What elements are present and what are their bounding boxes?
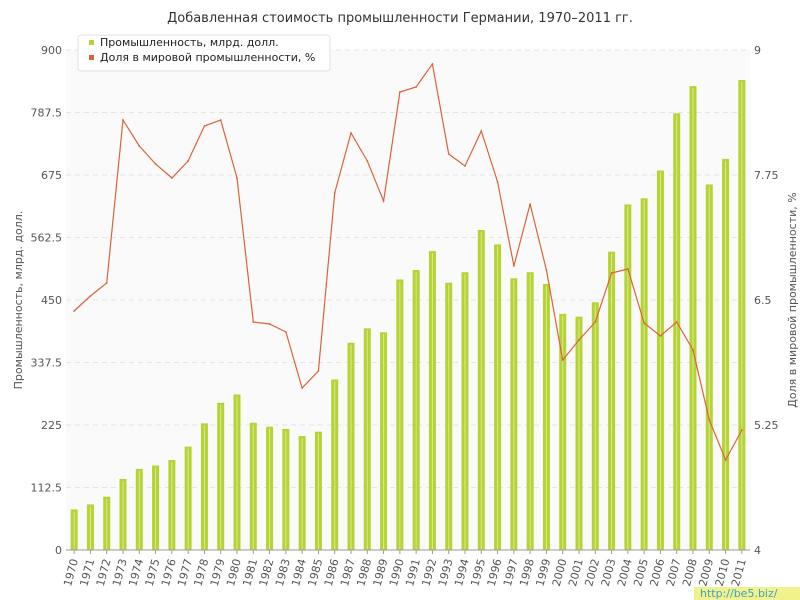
y-left-tick-label: 787.5 <box>31 107 63 120</box>
line-point-1973 <box>122 119 124 121</box>
line-point-1989 <box>382 200 385 202</box>
y-left-tick-label: 675 <box>41 169 62 182</box>
line-point-1997 <box>512 265 515 267</box>
y-right-tick-label: 4 <box>754 544 761 557</box>
y-left-tick-label: 0 <box>55 544 62 557</box>
line-point-2006 <box>659 335 662 337</box>
line-point-1998 <box>529 203 532 205</box>
line-point-1993 <box>447 153 450 155</box>
line-point-1996 <box>496 181 499 183</box>
line-point-1972 <box>105 282 108 284</box>
line-point-1991 <box>415 86 418 88</box>
line-point-1985 <box>317 370 320 372</box>
line-point-1970 <box>73 310 76 312</box>
line-series-world-share <box>73 62 743 462</box>
right-y-axis: 4 5.25 6.5 7.75 9 <box>754 44 779 557</box>
legend[interactable]: Промышленность, млрд. долл. Доля в миров… <box>77 34 331 72</box>
y-left-tick-label: 337.5 <box>31 357 63 370</box>
line-point-1978 <box>203 125 206 127</box>
legend-swatch-industry <box>89 40 94 45</box>
y-right-tick-label: 9 <box>754 44 761 57</box>
y-right-tick-label: 6.5 <box>754 294 772 307</box>
line-point-2004 <box>626 268 629 270</box>
y-left-tick-label: 225 <box>41 419 62 432</box>
x-axis: 1970197119721973197419751976197719781979… <box>61 550 749 588</box>
y-right-tick-label: 7.75 <box>754 169 779 182</box>
line-point-2010 <box>724 459 727 461</box>
line-point-1990 <box>398 91 401 93</box>
line-point-1986 <box>333 192 336 194</box>
y-axis-right-label: Доля в мировой промышленности, % <box>786 192 799 407</box>
legend-box <box>77 34 331 72</box>
line-point-1984 <box>301 387 304 389</box>
y-right-tick-label: 5.25 <box>754 419 779 432</box>
line-point-1994 <box>464 165 466 167</box>
y-left-tick-label: 900 <box>41 44 62 57</box>
line-point-1982 <box>268 323 271 325</box>
bar-series-industry <box>70 80 746 551</box>
legend-label-industry[interactable]: Промышленность, млрд. долл. <box>100 36 279 49</box>
line-point-2007 <box>675 321 678 323</box>
line-point-2005 <box>643 322 646 324</box>
line-point-2000 <box>561 359 564 361</box>
line-point-1976 <box>170 177 173 179</box>
line-point-1971 <box>89 295 92 297</box>
line-point-1979 <box>219 119 222 121</box>
line-point-1980 <box>236 177 238 179</box>
grid-lines <box>66 49 750 488</box>
line-point-1977 <box>187 160 190 162</box>
line-point-2011 <box>740 429 743 431</box>
line-point-1988 <box>366 160 369 162</box>
line-path-world-share <box>73 62 743 462</box>
line-point-1981 <box>252 321 255 323</box>
legend-label-world-share[interactable]: Доля в мировой промышленности, % <box>100 51 315 64</box>
line-point-1987 <box>350 132 352 134</box>
left-y-axis: 0 112.5 225 337.5 450 562.5 675 787.5 900 <box>31 44 63 557</box>
chart-title: Добавленная стоимость промышленности Гер… <box>167 11 633 26</box>
line-point-2002 <box>594 321 597 323</box>
watermark-url[interactable]: http://be5.biz/ <box>700 587 778 600</box>
line-point-2003 <box>610 272 613 274</box>
line-point-1975 <box>154 163 157 165</box>
line-point-2009 <box>708 419 711 421</box>
line-point-1999 <box>545 269 548 271</box>
line-point-1983 <box>284 331 287 333</box>
y-axis-left-label: Промышленность, млрд. долл. <box>12 211 25 390</box>
y-left-tick-label: 562.5 <box>31 232 63 245</box>
line-point-2008 <box>692 349 694 351</box>
y-left-tick-label: 112.5 <box>31 482 63 495</box>
line-point-1974 <box>138 145 141 147</box>
line-point-2001 <box>578 339 580 341</box>
line-point-1992 <box>431 63 434 65</box>
legend-swatch-world-share <box>89 55 94 60</box>
line-point-1995 <box>480 130 483 132</box>
watermark-background <box>694 587 800 600</box>
y-left-tick-label: 450 <box>41 294 62 307</box>
